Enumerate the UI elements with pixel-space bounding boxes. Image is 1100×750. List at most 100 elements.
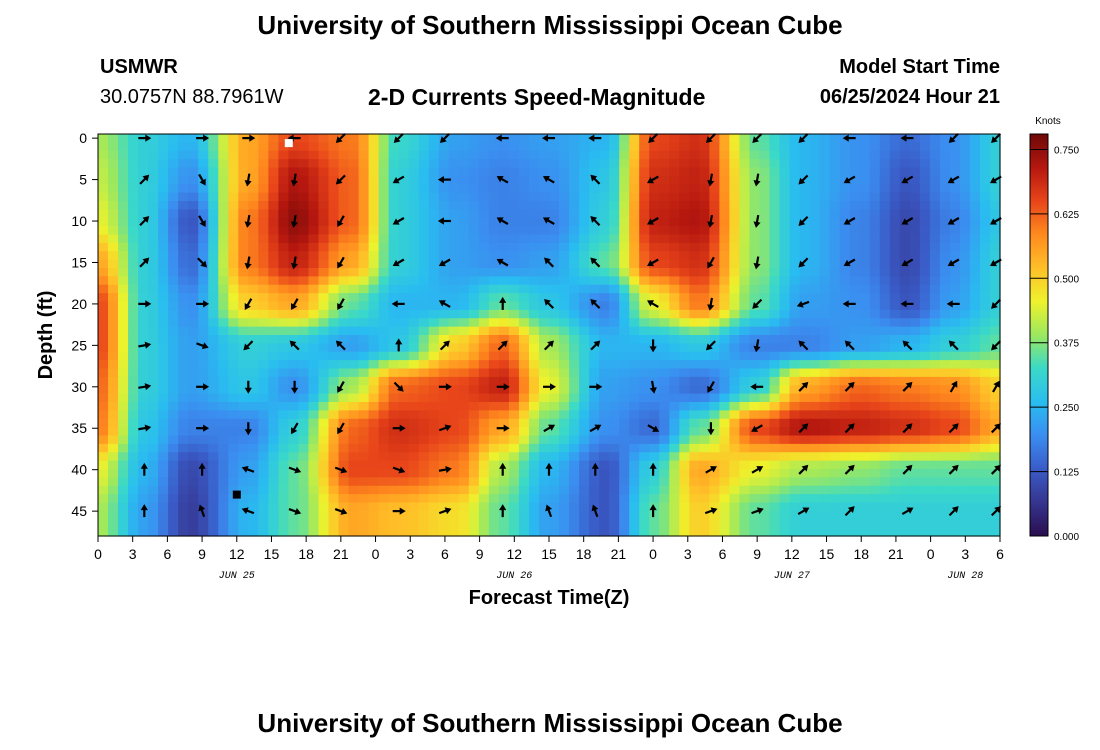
- heatmap-cell: [378, 435, 390, 445]
- heatmap-cell: [659, 150, 670, 160]
- heatmap-cell: [859, 209, 871, 219]
- heatmap-cell: [589, 175, 600, 185]
- heatmap-cell: [368, 309, 380, 319]
- heatmap-cell: [328, 452, 340, 462]
- heatmap-cell: [849, 326, 861, 336]
- heatmap-cell: [919, 159, 931, 169]
- heatmap-cell: [929, 134, 941, 143]
- heatmap-cell: [709, 301, 720, 311]
- heatmap-cell: [889, 192, 901, 202]
- heatmap-cell: [378, 477, 390, 487]
- heatmap-cell: [979, 418, 991, 428]
- heatmap-cell: [258, 477, 269, 487]
- heatmap-cell: [118, 226, 129, 236]
- heatmap-cell: [528, 242, 540, 252]
- heatmap-cell: [388, 293, 400, 303]
- heatmap-cell: [789, 184, 801, 194]
- heatmap-cell: [198, 159, 209, 169]
- heatmap-cell: [518, 510, 530, 520]
- y-axis-label: Depth (ft): [35, 291, 57, 380]
- heatmap-cell: [148, 393, 159, 403]
- heatmap-cell: [659, 251, 670, 261]
- heatmap-cell: [919, 335, 931, 344]
- heatmap-cell: [288, 159, 300, 169]
- heatmap-cell: [959, 402, 971, 411]
- heatmap-cell: [879, 343, 891, 353]
- heatmap-cell: [348, 326, 360, 336]
- heatmap-cell: [929, 209, 941, 219]
- current-arrow: [649, 504, 657, 518]
- heatmap-cell: [649, 443, 660, 453]
- heatmap-cell: [118, 519, 129, 529]
- heatmap-cell: [198, 150, 209, 160]
- heatmap-cell: [248, 201, 259, 210]
- heatmap-cell: [298, 209, 310, 219]
- heatmap-cell: [168, 435, 179, 445]
- heatmap-cell: [438, 402, 450, 411]
- heatmap-cell: [208, 276, 219, 286]
- current-arrow: [947, 217, 960, 225]
- heatmap-cell: [528, 159, 540, 169]
- heatmap-cell: [829, 259, 841, 269]
- heatmap-cell: [448, 217, 460, 227]
- heatmap-cell: [538, 376, 550, 386]
- heatmap-cell: [468, 134, 480, 143]
- heatmap-cell: [238, 276, 249, 286]
- heatmap-cell: [919, 427, 931, 437]
- heatmap-cell: [809, 385, 821, 395]
- heatmap-cell: [579, 410, 590, 420]
- heatmap-cell: [729, 175, 741, 185]
- heatmap-cell: [398, 502, 410, 512]
- heatmap-cell: [338, 134, 350, 143]
- heatmap-cell: [168, 234, 179, 244]
- heatmap-cell: [589, 494, 600, 504]
- heatmap-cell: [959, 293, 971, 303]
- heatmap-cell: [298, 351, 310, 361]
- heatmap-cell: [378, 427, 390, 437]
- heatmap-cell: [559, 201, 570, 210]
- heatmap-cell: [388, 351, 400, 361]
- heatmap-cell: [358, 217, 370, 227]
- heatmap-cell: [198, 293, 209, 303]
- heatmap-cell: [739, 293, 751, 303]
- heatmap-cell: [518, 427, 530, 437]
- heatmap-cell: [128, 376, 139, 386]
- heatmap-cell: [559, 226, 570, 236]
- heatmap-cell: [979, 335, 991, 344]
- heatmap-cell: [569, 242, 580, 252]
- heatmap-cell: [989, 184, 1001, 194]
- heatmap-cell: [328, 460, 340, 470]
- heatmap-cell: [198, 326, 209, 336]
- heatmap-cell: [669, 142, 680, 152]
- heatmap-cell: [969, 402, 981, 411]
- heatmap-cell: [769, 477, 781, 487]
- heatmap-cell: [148, 485, 159, 495]
- heatmap-cell: [609, 427, 620, 437]
- heatmap-cell: [799, 435, 811, 445]
- heatmap-cell: [919, 201, 931, 210]
- heatmap-cell: [398, 150, 410, 160]
- heatmap-cell: [298, 276, 310, 286]
- heatmap-cell: [108, 343, 119, 353]
- heatmap-cell: [188, 443, 199, 453]
- heatmap-cell: [168, 259, 179, 269]
- heatmap-cell: [809, 460, 821, 470]
- heatmap-cell: [488, 510, 500, 520]
- heatmap-cell: [368, 519, 380, 529]
- heatmap-cell: [148, 418, 159, 428]
- heatmap-cell: [138, 301, 149, 311]
- heatmap-cell: [919, 167, 931, 177]
- heatmap-cell: [639, 284, 650, 294]
- heatmap-cell: [348, 343, 360, 353]
- heatmap-cell: [869, 469, 881, 478]
- heatmap-cell: [118, 343, 129, 353]
- heatmap-cell: [669, 402, 680, 411]
- heatmap-cell: [889, 318, 901, 328]
- heatmap-cell: [939, 301, 951, 311]
- heatmap-cell: [288, 494, 300, 504]
- heatmap-cell: [308, 184, 320, 194]
- heatmap-cell: [428, 293, 440, 303]
- heatmap-cell: [178, 435, 189, 445]
- heatmap-cell: [559, 209, 570, 219]
- heatmap-cell: [659, 360, 670, 370]
